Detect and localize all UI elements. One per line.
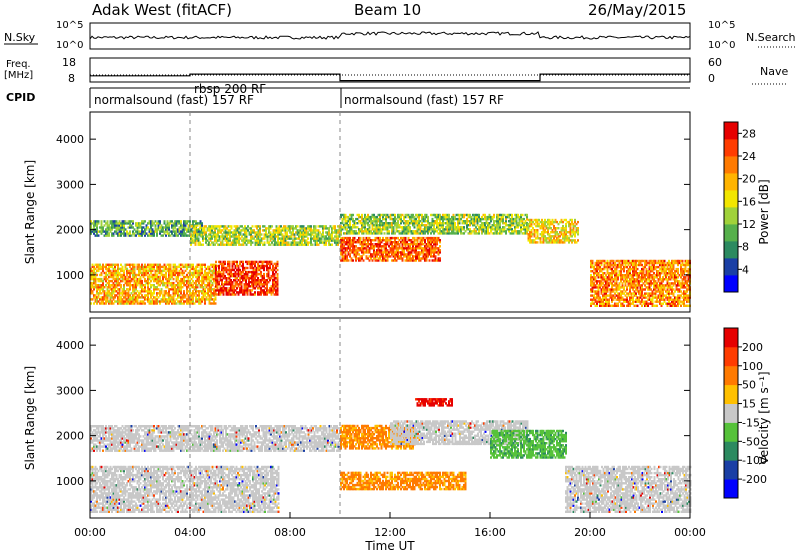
power-colorbar-tick: 12 <box>742 218 756 231</box>
echo-region-7 <box>340 471 467 491</box>
nsky-label: N.Sky <box>4 31 36 44</box>
echo-region-5 <box>490 429 567 459</box>
freq-tick-low: 8 <box>68 72 75 85</box>
velocity-panel: Slant Range [km] 1000 2000 3000 4000 00:00 0… <box>23 317 771 553</box>
freq-tick-high: 18 <box>62 56 76 69</box>
nave-label: Nave <box>760 65 788 78</box>
power-colorbar-tick: 28 <box>742 127 756 140</box>
velocity-ytick-label: 3000 <box>56 384 84 397</box>
echo-region-8 <box>590 259 691 307</box>
nave-tick-low: 0 <box>708 72 715 85</box>
cpid-row: CPID normalsound (fast) 157 RF rbsp 200 … <box>6 82 690 108</box>
nsearch-tick-high: 10^5 <box>708 20 735 31</box>
freq-unit: [MHz] <box>4 70 33 81</box>
velocity-colorbar-tick: -50 <box>742 435 760 448</box>
xtick-label: 00:00 <box>74 526 106 539</box>
power-colorbar-tick: 16 <box>742 195 756 208</box>
power-colorbar-tick: 20 <box>742 173 756 186</box>
velocity-ylabel: Slant Range [km] <box>23 366 37 470</box>
xtick-label: 12:00 <box>374 526 406 539</box>
velocity-colorbar-tick: 100 <box>742 360 763 373</box>
velocity-colorbar-tick: -200 <box>742 473 767 486</box>
power-colorbar-tick: 8 <box>742 241 749 254</box>
echo-region-2 <box>190 225 342 246</box>
power-colorbar-label: Power [dB] <box>757 179 771 244</box>
power-panel: Slant Range [km] 1000 2000 3000 4000 4 8 12 16… <box>23 111 771 313</box>
echo-region-5 <box>90 263 217 305</box>
date-label: 26/May/2015 <box>588 1 686 19</box>
nsky-tick-high: 10^5 <box>56 20 83 31</box>
velocity-ytick-label: 1000 <box>56 475 84 488</box>
echo-region-6 <box>415 398 453 407</box>
nsky-panel: N.Sky 10^5 10^0 10^5 10^0 N.Search <box>4 20 796 51</box>
xtick-label: 04:00 <box>174 526 206 539</box>
echo-region-6 <box>215 260 279 296</box>
velocity-colorbar-tick: 15 <box>742 398 756 411</box>
echo-region-1 <box>90 425 341 452</box>
power-ytick-label: 3000 <box>56 178 84 191</box>
echo-region-4 <box>340 236 441 262</box>
velocity-colorbar-tick: 200 <box>742 341 763 354</box>
xtick-label: 08:00 <box>274 526 306 539</box>
velocity-ytick-label: 4000 <box>56 339 84 352</box>
echo-region-8 <box>565 465 692 513</box>
nave-tick-high: 60 <box>708 56 722 69</box>
station-title: Adak West (fitACF) <box>92 1 232 19</box>
echo-region-1 <box>90 220 203 237</box>
cpid-label: CPID <box>6 91 35 104</box>
echo-region-2 <box>90 465 280 513</box>
cpid-segment-1: normalsound (fast) 157 RF <box>94 93 254 107</box>
velocity-colorbar-tick: -100 <box>742 454 767 467</box>
echo-region-3 <box>340 213 528 235</box>
cpid-segment-2: rbsp 200 RF <box>194 82 266 96</box>
nsky-tick-low: 10^0 <box>56 40 83 51</box>
velocity-colorbar-tick: 50 <box>742 379 756 392</box>
xtick-label: 00:00 <box>674 526 706 539</box>
power-ylabel: Slant Range [km] <box>23 160 37 264</box>
power-ytick-label: 2000 <box>56 224 84 237</box>
freq-panel: Freq. [MHz] 18 8 60 0 Nave <box>4 56 788 85</box>
velocity-ytick-label: 2000 <box>56 430 84 443</box>
x-axis-label: Time UT <box>364 539 415 553</box>
beam-label: Beam 10 <box>354 1 421 19</box>
power-ytick-label: 1000 <box>56 269 84 282</box>
velocity-colorbar-label: Velocity [m s⁻¹] <box>757 371 771 464</box>
xtick-label: 20:00 <box>574 526 606 539</box>
power-colorbar-tick: 24 <box>742 150 756 163</box>
power-ytick-label: 4000 <box>56 133 84 146</box>
nsearch-label: N.Search <box>746 31 796 44</box>
xtick-label: 16:00 <box>474 526 506 539</box>
power-colorbar-tick: 4 <box>742 263 749 276</box>
velocity-colorbar-tick: -15 <box>742 416 760 429</box>
nsky-trace-line <box>89 31 691 40</box>
freq-label: Freq. <box>6 59 31 70</box>
cpid-segment-3: normalsound (fast) 157 RF <box>344 93 504 107</box>
nsearch-tick-low: 10^0 <box>708 40 735 51</box>
echo-region-7 <box>527 218 579 244</box>
